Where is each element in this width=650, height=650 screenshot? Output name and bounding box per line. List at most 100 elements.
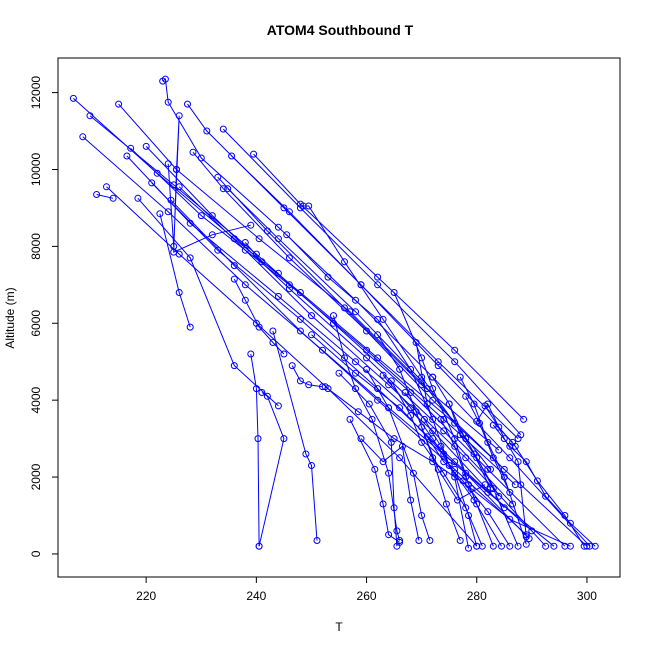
- data-point: [255, 542, 263, 550]
- data-point: [127, 144, 135, 152]
- data-point: [514, 458, 522, 466]
- series-line: [448, 403, 519, 547]
- data-point: [341, 258, 348, 266]
- data-point: [368, 415, 376, 423]
- series-line: [126, 155, 505, 509]
- data-point: [241, 246, 249, 254]
- data-point: [305, 202, 313, 210]
- data-point: [451, 442, 459, 450]
- x-tick-label: 240: [246, 589, 266, 603]
- data-point: [379, 500, 387, 508]
- y-tick-label: 8000: [29, 233, 43, 260]
- data-point: [456, 537, 464, 544]
- data-point: [409, 469, 417, 477]
- x-tick-label: 280: [467, 589, 487, 603]
- series-37: [357, 435, 423, 544]
- series-46: [423, 433, 514, 550]
- data-point: [566, 519, 574, 527]
- data-point: [69, 94, 77, 102]
- series-line: [250, 353, 260, 547]
- series-16: [175, 183, 550, 550]
- data-point: [500, 435, 508, 443]
- series-line: [178, 186, 546, 547]
- data-point: [175, 112, 183, 120]
- data-point: [542, 542, 550, 550]
- data-point: [426, 537, 434, 544]
- data-point: [387, 438, 395, 446]
- series-50: [456, 373, 530, 548]
- series-line: [465, 396, 511, 493]
- data-point: [423, 400, 431, 408]
- data-point: [302, 450, 310, 458]
- data-point: [208, 231, 216, 239]
- data-point: [247, 221, 255, 229]
- data-point: [203, 127, 211, 135]
- data-point: [274, 402, 282, 410]
- data-point: [241, 296, 249, 304]
- data-point: [454, 496, 461, 504]
- data-point: [319, 346, 326, 354]
- data-point: [506, 488, 514, 496]
- series-45: [418, 423, 489, 504]
- y-tick-label: 10000: [29, 152, 43, 186]
- data-point: [415, 537, 423, 544]
- data-point: [533, 477, 541, 485]
- data-point: [429, 396, 437, 404]
- series-48: [437, 415, 497, 550]
- data-point: [189, 148, 197, 156]
- series-line: [303, 205, 500, 497]
- data-point: [103, 183, 110, 191]
- data-point: [445, 400, 453, 408]
- series-4: [93, 191, 117, 202]
- data-point: [442, 500, 450, 508]
- series-line: [440, 419, 494, 547]
- series-line: [258, 392, 285, 547]
- data-point: [352, 308, 359, 316]
- data-point: [385, 469, 393, 477]
- data-point: [462, 454, 470, 462]
- series-line: [382, 374, 478, 547]
- series-3: [86, 112, 569, 550]
- data-point: [354, 408, 362, 416]
- data-point: [487, 465, 494, 473]
- data-point: [418, 512, 426, 519]
- data-point: [407, 496, 415, 504]
- data-point: [164, 98, 172, 106]
- data-point: [514, 542, 522, 550]
- series-38: [363, 365, 434, 544]
- data-point: [274, 292, 282, 300]
- data-point: [214, 173, 222, 181]
- series-27: [255, 389, 288, 550]
- data-point: [522, 540, 530, 548]
- data-point: [164, 160, 172, 168]
- series-41: [387, 377, 486, 550]
- series-line: [349, 419, 400, 543]
- series-line: [227, 188, 422, 382]
- data-point: [186, 323, 194, 331]
- data-point: [550, 542, 558, 550]
- series-line: [130, 147, 516, 486]
- data-point: [462, 473, 470, 481]
- data-point: [465, 512, 472, 519]
- series-line: [426, 436, 511, 547]
- data-point: [352, 358, 359, 366]
- data-point: [451, 358, 459, 366]
- data-point: [254, 435, 262, 443]
- data-point: [308, 331, 315, 339]
- series-line: [324, 386, 571, 547]
- series-8: [127, 144, 519, 489]
- series-line: [404, 392, 469, 549]
- data-point: [352, 296, 359, 304]
- data-point: [407, 365, 415, 373]
- data-point: [371, 465, 379, 473]
- data-point: [363, 354, 370, 362]
- data-point: [462, 504, 470, 512]
- data-point: [374, 281, 382, 289]
- series-line: [151, 182, 533, 532]
- series-line: [89, 115, 566, 547]
- data-point: [473, 417, 481, 425]
- chart-title: ATOM4 Southbound T: [267, 22, 414, 38]
- data-point: [423, 433, 431, 441]
- data-point: [489, 485, 497, 493]
- x-axis-label: T: [335, 620, 343, 634]
